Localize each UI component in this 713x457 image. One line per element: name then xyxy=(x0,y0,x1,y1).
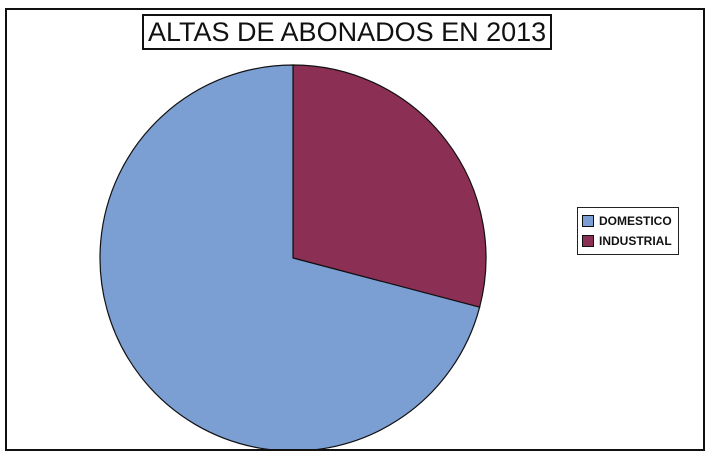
chart-title: ALTAS DE ABONADOS EN 2013 xyxy=(142,14,553,50)
legend-item-industrial: INDUSTRIAL xyxy=(582,231,672,251)
legend-label-industrial: INDUSTRIAL xyxy=(599,234,672,248)
pie-slice-domestico xyxy=(99,64,481,449)
chart-frame: ALTAS DE ABONADOS EN 2013 DOMESTICO INDU… xyxy=(5,8,705,451)
legend-label-domestico: DOMESTICO xyxy=(599,214,672,228)
legend-swatch-industrial xyxy=(582,235,594,247)
legend-item-domestico: DOMESTICO xyxy=(582,211,672,231)
pie-chart xyxy=(99,64,487,449)
legend: DOMESTICO INDUSTRIAL xyxy=(577,207,679,255)
legend-swatch-domestico xyxy=(582,215,594,227)
pie-slice-industrial xyxy=(292,64,487,308)
